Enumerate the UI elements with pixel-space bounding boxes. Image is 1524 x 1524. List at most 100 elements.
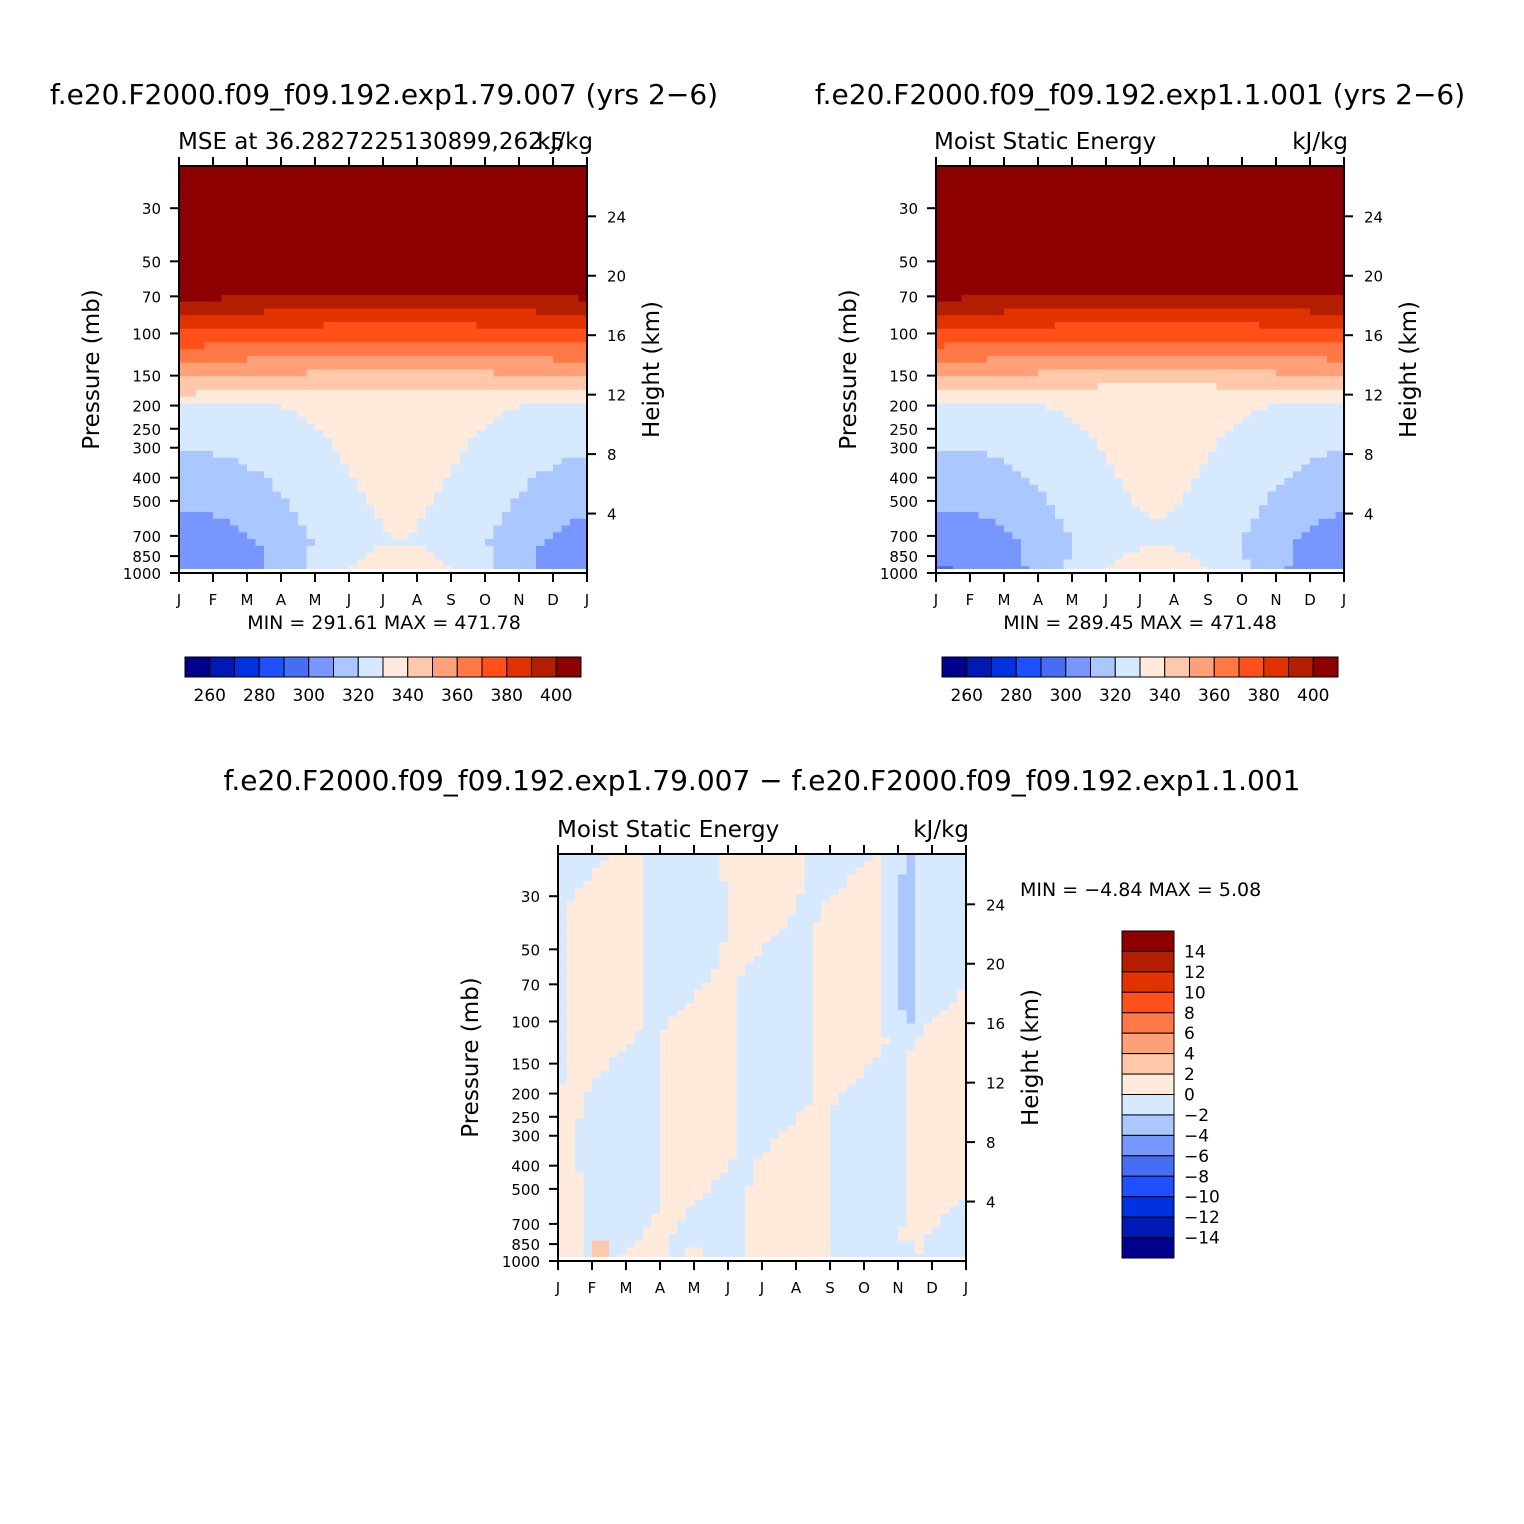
contour-cell: [366, 552, 376, 561]
contour-cell: [1293, 274, 1303, 282]
contour-cell: [366, 213, 376, 221]
contour-cell: [502, 179, 512, 187]
contour-cell: [1310, 342, 1320, 350]
contour-cell: [298, 288, 308, 296]
contour-cell: [553, 545, 563, 554]
contour-cell: [204, 491, 214, 499]
contour-cell: [1335, 193, 1345, 201]
contour-cell: [502, 430, 512, 438]
contour-cell: [459, 471, 469, 479]
contour-cell: [1055, 416, 1065, 425]
contour-cell: [561, 518, 571, 527]
contour-cell: [1216, 342, 1226, 350]
contour-cell: [961, 376, 971, 384]
contour-cell: [561, 389, 571, 398]
contour-cell: [1089, 308, 1099, 316]
contour-cell: [1310, 274, 1320, 282]
contour-cell: [332, 206, 342, 215]
contour-cell: [936, 254, 946, 262]
contour-cell: [196, 322, 206, 330]
contour-cell: [264, 247, 274, 255]
contour-cell: [1318, 267, 1328, 276]
contour-cell: [1225, 430, 1235, 438]
contour-cell: [459, 260, 469, 269]
contour-cell: [1072, 369, 1082, 377]
contour-cell: [978, 220, 988, 228]
contour-cell: [502, 308, 512, 316]
contour-cell: [1276, 335, 1286, 343]
contour-cell: [1225, 437, 1235, 445]
contour-cell: [187, 247, 197, 255]
contour-cell: [1131, 193, 1141, 201]
contour-cell: [1131, 423, 1141, 432]
contour-cell: [485, 518, 495, 527]
contour-cell: [1216, 376, 1226, 384]
contour-cell: [1157, 383, 1167, 391]
contour-cell: [1148, 186, 1158, 194]
contour-cell: [1327, 267, 1337, 276]
contour-cell: [366, 220, 376, 228]
contour-cell: [400, 498, 410, 506]
contour-cell: [323, 267, 333, 276]
contour-cell: [1233, 220, 1243, 228]
contour-cell: [561, 498, 571, 506]
contour-cell: [1293, 342, 1303, 350]
contour-cell: [349, 288, 359, 296]
contour-cell: [289, 349, 299, 357]
contour-cell: [1046, 166, 1056, 174]
contour-cell: [561, 328, 571, 337]
contour-cell: [187, 288, 197, 296]
contour-cell: [306, 362, 316, 371]
contour-cell: [196, 355, 206, 364]
contour-cell: [1131, 335, 1141, 343]
contour-cell: [459, 315, 469, 323]
contour-cell: [417, 213, 427, 221]
contour-cell: [247, 315, 257, 323]
contour-cell: [306, 471, 316, 479]
contour-cell: [306, 315, 316, 323]
contour-cell: [961, 166, 971, 174]
contour-cell: [1038, 355, 1048, 364]
contour-cell: [519, 166, 529, 174]
contour-cell: [349, 274, 359, 282]
contour-cell: [332, 525, 342, 533]
contour-cell: [230, 396, 240, 405]
contour-cell: [1259, 335, 1269, 343]
contour-cell: [1123, 362, 1133, 371]
contour-cell: [1250, 172, 1260, 181]
contour-cell: [485, 416, 495, 425]
contour-cell: [1225, 308, 1235, 316]
contour-cell: [451, 315, 461, 323]
contour-cell: [1038, 369, 1048, 377]
contour-cell: [230, 552, 240, 561]
contour-cell: [425, 328, 435, 337]
contour-cell: [987, 240, 997, 248]
contour-cell: [953, 423, 963, 432]
contour-cell: [1191, 376, 1201, 384]
contour-cell: [536, 525, 546, 533]
contour-cell: [1191, 389, 1201, 398]
contour-cell: [1216, 410, 1226, 418]
contour-cell: [936, 172, 946, 181]
contour-cell: [349, 281, 359, 289]
contour-cell: [1046, 355, 1056, 364]
contour-cell: [944, 410, 954, 418]
contour-cell: [323, 478, 333, 486]
contour-cell: [1157, 288, 1167, 296]
contour-cell: [1208, 349, 1218, 357]
contour-cell: [187, 186, 197, 194]
contour-cell: [1216, 322, 1226, 330]
contour-cell: [468, 355, 478, 364]
contour-cell: [340, 491, 350, 499]
contour-cell: [1242, 328, 1252, 337]
contour-cell: [272, 376, 282, 384]
contour-cell: [502, 559, 512, 567]
contour-cell: [1072, 281, 1082, 289]
contour-cell: [468, 274, 478, 282]
contour-cell: [451, 294, 461, 303]
contour-cell: [1072, 206, 1082, 215]
contour-cell: [1267, 281, 1277, 289]
contour-cell: [476, 322, 486, 330]
panel-units: kJ/kg: [1292, 129, 1348, 155]
contour-cell: [196, 471, 206, 479]
